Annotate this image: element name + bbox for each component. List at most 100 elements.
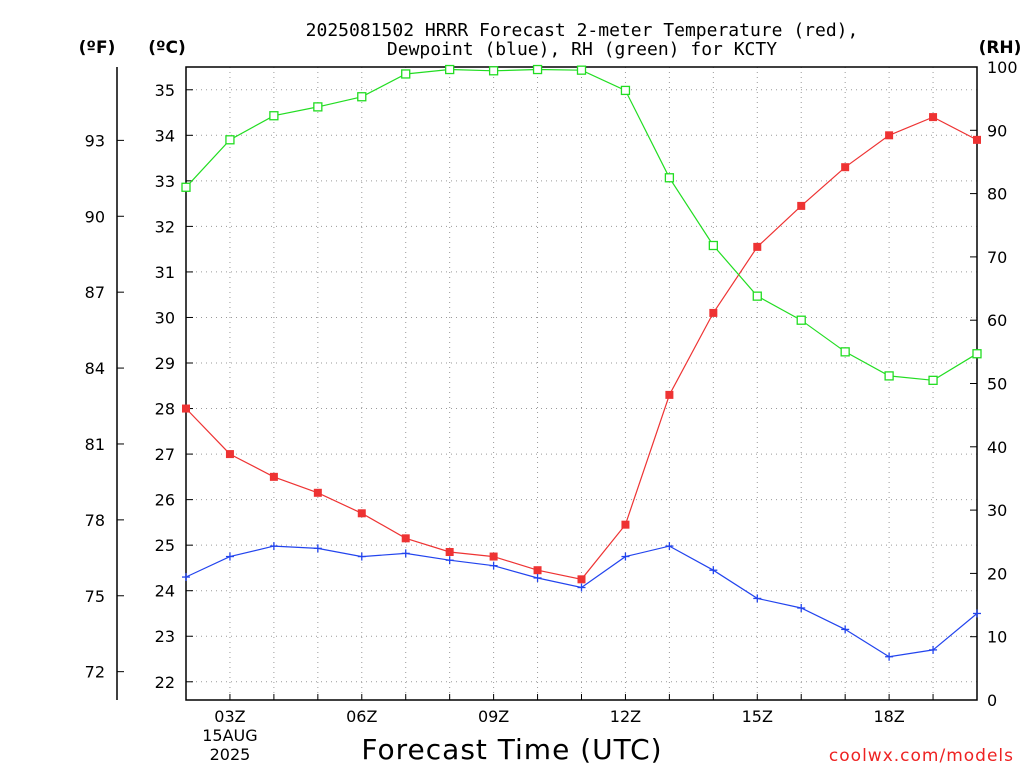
rh-point (752, 291, 762, 301)
celsius-tick-label: 29 (155, 354, 175, 373)
temperature-series-line (185, 116, 978, 580)
temperature-point (665, 390, 674, 399)
celsius-tick-label: 31 (155, 263, 175, 282)
x-tick-label: 06Z (346, 707, 377, 726)
tick-labels: 22 23 24 25 26 27 28 29 30 31 32 33 34 35 72 75 78 81 84 87… (85, 58, 1018, 764)
celsius-tick-label: 34 (155, 126, 175, 145)
x-tick-label: 09Z (478, 707, 509, 726)
rh-point (796, 315, 806, 325)
dewpoint-point (797, 604, 806, 613)
dewpoint-point (533, 573, 542, 582)
temperature-point (973, 135, 981, 144)
data-series (181, 64, 982, 661)
rh-point (664, 173, 675, 183)
rh-point (313, 102, 323, 112)
fahrenheit-tick-label: 81 (85, 435, 105, 454)
rh-point (840, 347, 850, 357)
rh-point (532, 64, 543, 75)
dewpoint-point (973, 609, 981, 618)
grid-lines (186, 67, 977, 700)
rh-point (620, 85, 631, 96)
celsius-tick-label: 30 (155, 308, 175, 327)
rh-point (928, 375, 938, 385)
dewpoint-point (225, 552, 234, 561)
dewpoint-point (445, 556, 454, 565)
dewpoint-point (841, 625, 850, 634)
dewpoint-point (401, 549, 410, 558)
rh-tick-label: 60 (987, 311, 1007, 330)
celsius-tick-label: 24 (155, 582, 175, 601)
rh-tick-label: 70 (987, 248, 1007, 267)
celsius-tick-label: 33 (155, 172, 175, 191)
dewpoint-point (709, 566, 718, 575)
credit-text: coolwx.com/models (829, 746, 1014, 766)
dewpoint-point (929, 645, 938, 654)
celsius-tick-label: 23 (155, 627, 175, 646)
dewpoint-point (621, 552, 630, 561)
dewpoint-point (665, 542, 674, 551)
dewpoint-point (753, 594, 762, 603)
rh-point (488, 66, 499, 76)
dewpoint-point (269, 542, 278, 551)
rh-point (225, 135, 235, 145)
temperature-point (621, 520, 630, 529)
chart-title-line2: Dewpoint (blue), RH (green) for KCTY (387, 39, 777, 60)
temperature-point (357, 509, 366, 518)
rh-point (884, 371, 894, 381)
rh-point (708, 240, 718, 251)
rh-tick-label: 80 (987, 185, 1007, 204)
rh-point (576, 65, 587, 75)
rh-tick-label: 0 (987, 691, 997, 710)
rh-point (972, 349, 982, 359)
dewpoint-point (885, 652, 894, 661)
rh-tick-label: 50 (987, 375, 1007, 394)
fahrenheit-unit-label: (ºF) (79, 38, 116, 58)
celsius-tick-label: 35 (155, 81, 175, 100)
fahrenheit-tick-label: 84 (85, 359, 105, 378)
rh-point (357, 92, 367, 102)
rh-tick-label: 40 (987, 438, 1007, 457)
temperature-point (885, 131, 894, 140)
celsius-tick-label: 26 (155, 491, 175, 510)
fahrenheit-tick-label: 90 (85, 207, 105, 226)
temperature-point (753, 242, 762, 251)
temperature-point (313, 488, 322, 497)
dewpoint-point (313, 544, 322, 553)
rh-tick-label: 20 (987, 564, 1007, 583)
temperature-point (445, 547, 454, 556)
fahrenheit-tick-label: 75 (85, 587, 105, 606)
x-tick-year-label: 2025 (210, 745, 251, 764)
temperature-point (269, 472, 278, 481)
fahrenheit-tick-label: 93 (85, 131, 105, 150)
temperature-point (533, 566, 542, 575)
rh-point (181, 182, 191, 192)
celsius-tick-label: 22 (155, 673, 175, 692)
temperature-point (841, 163, 850, 172)
celsius-tick-label: 28 (155, 400, 175, 419)
x-tick-label: 15Z (742, 707, 773, 726)
rh-tick-label: 90 (987, 121, 1007, 140)
temperature-point (577, 575, 586, 584)
x-tick-label: 18Z (873, 707, 904, 726)
x-tick-label: 03Z (214, 707, 245, 726)
fahrenheit-tick-label: 72 (85, 663, 105, 682)
fahrenheit-tick-label: 78 (85, 511, 105, 530)
temperature-point (797, 201, 806, 210)
celsius-tick-label: 27 (155, 445, 175, 464)
axes (116, 66, 978, 701)
x-axis-label: Forecast Time (UTC) (361, 733, 662, 766)
x-tick-label: 12Z (610, 707, 641, 726)
dewpoint-point (182, 573, 190, 582)
temperature-point (401, 534, 410, 543)
temperature-point (182, 404, 190, 413)
dewpoint-point (489, 561, 498, 570)
celsius-tick-label: 32 (155, 217, 175, 236)
dewpoint-point (357, 552, 366, 561)
rh-point (445, 64, 455, 75)
temperature-point (489, 552, 498, 561)
rh-tick-label: 10 (987, 628, 1007, 647)
fahrenheit-tick-label: 87 (85, 283, 105, 302)
chart-title-line1: 2025081502 HRRR Forecast 2-meter Tempera… (306, 20, 859, 41)
dewpoint-point (577, 583, 586, 592)
